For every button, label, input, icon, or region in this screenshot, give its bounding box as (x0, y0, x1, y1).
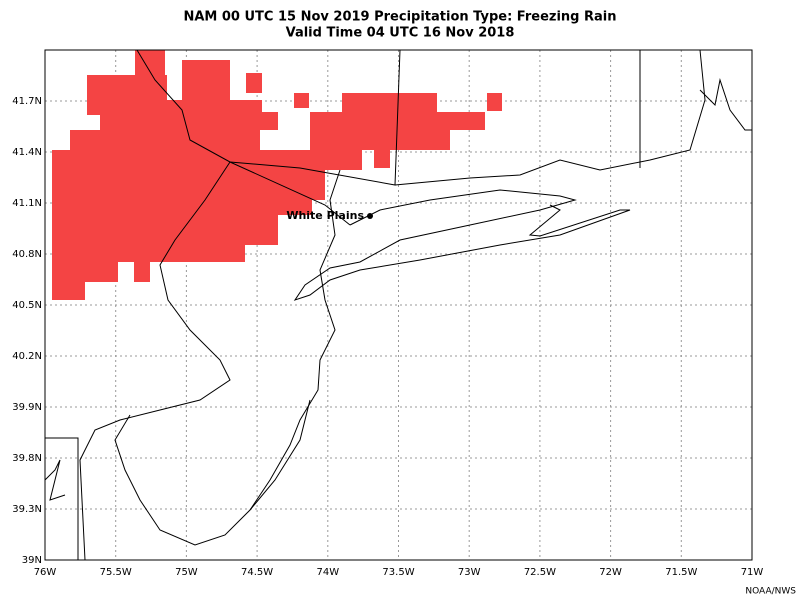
x-axis-label: 75.5W (100, 567, 132, 578)
credit: NOAA/NWS (745, 587, 796, 597)
city-label: White Plains (286, 209, 364, 222)
x-axis-label: 72.5W (524, 567, 556, 578)
title-line: Valid Time 04 UTC 16 Nov 2018 (286, 26, 515, 41)
y-axis-label: 40.8N (12, 249, 42, 260)
x-axis-label: 73.5W (382, 567, 414, 578)
x-axis-label: 71.5W (665, 567, 697, 578)
frame (44, 49, 753, 561)
x-axis-label: 73W (458, 567, 481, 578)
x-axis-label: 75W (175, 567, 198, 578)
x-axis-label: 71W (741, 567, 764, 578)
y-axis-label: 40.5N (12, 300, 42, 311)
y-axis-label: 39N (22, 555, 42, 566)
y-axis-label: 39.3N (12, 504, 42, 515)
y-axis-label: 41.7N (12, 96, 42, 107)
y-axis-label: 40.2N (12, 351, 42, 362)
y-axis-label: 39.8N (12, 453, 42, 464)
y-axis-label: 41.4N (12, 147, 42, 158)
y-axis-label: 39.9N (12, 402, 42, 413)
city-marker (367, 213, 373, 219)
x-axis-label: 74W (316, 567, 339, 578)
freezing-rain-area (52, 50, 502, 300)
boundaries (44, 49, 752, 561)
x-axis-label: 72W (599, 567, 622, 578)
x-axis-label: 76W (34, 567, 57, 578)
title-line: NAM 00 UTC 15 Nov 2019 Precipitation Typ… (183, 10, 616, 25)
y-axis-label: 41.1N (12, 198, 42, 209)
x-axis-label: 74.5W (241, 567, 273, 578)
